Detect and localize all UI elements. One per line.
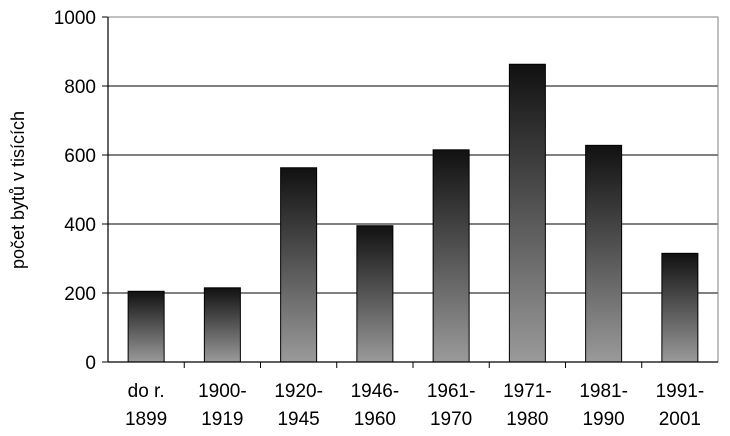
plot-frame xyxy=(107,16,719,363)
bar xyxy=(127,290,165,363)
bar xyxy=(280,167,318,363)
bar xyxy=(508,63,546,363)
bar xyxy=(432,149,470,363)
y-tick-labels: 0 200 400 600 800 1000 xyxy=(54,8,96,374)
y-tick-label: 600 xyxy=(64,146,96,167)
y-tick-label: 1000 xyxy=(54,8,96,29)
x-tick-label: 1971-1980 xyxy=(503,381,552,430)
bars xyxy=(127,63,699,363)
bar xyxy=(585,144,623,363)
x-tick-label: 1946-1960 xyxy=(351,381,400,430)
y-tick-label: 400 xyxy=(64,215,96,236)
axes xyxy=(102,16,719,368)
y-tick-label: 800 xyxy=(64,77,96,98)
y-axis-label: počet bytů v tisících xyxy=(8,111,28,269)
x-tick-label: 1920-1945 xyxy=(274,381,323,430)
y-tick-label: 200 xyxy=(64,284,96,305)
x-tick-label: do r. 1899 xyxy=(125,381,167,430)
x-tick-label: 1900-1919 xyxy=(198,381,247,430)
x-tick-labels: do r. 1899 1900-1919 1920-1945 1946-1960 1961… xyxy=(125,381,704,430)
y-tick-label: 0 xyxy=(85,353,96,374)
bar xyxy=(661,252,699,363)
x-tick-label: 1961-1970 xyxy=(427,381,476,430)
x-tick-label: 1991-2001 xyxy=(656,381,705,430)
gridlines xyxy=(108,16,718,294)
bar xyxy=(203,287,241,363)
bar xyxy=(356,225,394,363)
x-tick-label: 1981-1990 xyxy=(579,381,628,430)
